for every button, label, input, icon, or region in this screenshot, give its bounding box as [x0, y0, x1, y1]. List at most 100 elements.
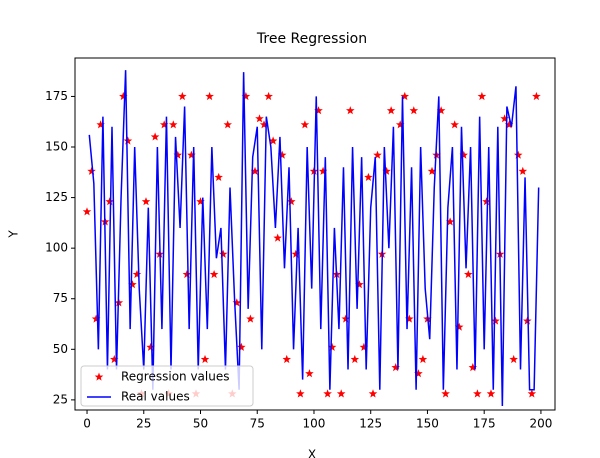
- star-point: [427, 166, 437, 175]
- star-point: [268, 136, 278, 145]
- star-point: [468, 363, 478, 372]
- star-point: [96, 120, 105, 129]
- star-point: [159, 120, 169, 129]
- real-line: [88, 70, 540, 406]
- star-point: [341, 314, 350, 323]
- star-point: [373, 150, 382, 159]
- star-point: [287, 197, 296, 206]
- star-point: [282, 354, 291, 364]
- star-point: [296, 389, 305, 398]
- star-point: [182, 270, 192, 279]
- y-tick-label: 175: [45, 89, 68, 103]
- star-point: [218, 249, 228, 258]
- star-point: [241, 91, 251, 101]
- star-point: [150, 132, 160, 141]
- star-point: [368, 389, 378, 398]
- star-point: [514, 150, 523, 159]
- x-axis-label: X: [308, 448, 316, 458]
- star-point: [509, 354, 518, 364]
- star-point: [482, 197, 491, 206]
- star-point: [391, 363, 400, 372]
- x-tick-label: 75: [250, 417, 265, 431]
- y-tick-label: 50: [53, 342, 68, 356]
- star-point: [400, 91, 409, 101]
- star-point: [300, 120, 310, 129]
- star-point: [350, 354, 360, 364]
- star-point: [459, 150, 468, 159]
- star-point: [128, 280, 137, 289]
- star-point: [355, 280, 364, 289]
- star-point: [436, 106, 446, 115]
- star-point: [532, 91, 541, 101]
- x-tick-label: 100: [303, 417, 326, 431]
- star-point: [445, 217, 455, 226]
- star-point: [523, 316, 532, 325]
- star-point: [409, 106, 419, 115]
- star-point: [382, 166, 391, 175]
- x-tick-label: 50: [193, 417, 208, 431]
- star-point: [264, 91, 273, 101]
- star-point: [132, 270, 142, 279]
- y-tick-label: 150: [45, 140, 68, 154]
- star-point: [359, 342, 369, 351]
- x-tick-label: 0: [83, 417, 91, 431]
- x-tick-label: 125: [359, 417, 382, 431]
- star-point: [386, 106, 396, 115]
- y-tick-label: 75: [53, 291, 68, 305]
- star-point: [200, 354, 210, 364]
- star-point: [500, 114, 509, 123]
- legend-label: Real values: [121, 390, 190, 404]
- star-point: [305, 369, 314, 378]
- star-point: [214, 172, 223, 181]
- star-point: [259, 120, 269, 129]
- y-tick-label: 25: [53, 392, 68, 406]
- star-point: [223, 120, 232, 129]
- star-point: [414, 369, 423, 378]
- star-point: [441, 389, 450, 398]
- star-point: [491, 316, 500, 325]
- star-point: [91, 314, 101, 323]
- star-point: [141, 197, 151, 206]
- x-tick-label: 200: [529, 417, 552, 431]
- star-point: [323, 389, 332, 398]
- star-point: [187, 150, 196, 159]
- star-point: [232, 298, 242, 307]
- star-point: [146, 342, 155, 351]
- chart-title: Tree Regression: [256, 31, 367, 47]
- legend-star: [94, 372, 104, 381]
- star-point: [418, 354, 428, 364]
- star-point: [327, 342, 337, 351]
- star-point: [169, 120, 178, 129]
- star-point: [255, 114, 264, 123]
- star-point: [318, 166, 328, 175]
- star-point: [314, 106, 323, 115]
- star-point: [486, 389, 496, 398]
- star-point: [119, 91, 128, 101]
- star-point: [518, 166, 528, 175]
- star-point: [395, 120, 405, 129]
- legend-label: Regression values: [121, 370, 229, 384]
- legend-box: [80, 365, 254, 407]
- star-point: [277, 150, 287, 159]
- star-point: [336, 389, 346, 398]
- y-tick-label: 100: [45, 241, 68, 255]
- star-point: [173, 150, 183, 159]
- star-point: [82, 207, 92, 216]
- x-tick-label: 25: [136, 417, 151, 431]
- star-point: [273, 233, 282, 242]
- star-point: [123, 136, 133, 145]
- star-point: [364, 172, 373, 181]
- star-point: [178, 91, 187, 101]
- star-point: [346, 106, 355, 115]
- star-point: [477, 91, 487, 101]
- star-point: [105, 197, 114, 206]
- plot-frame: [74, 57, 556, 411]
- star-point: [291, 249, 301, 258]
- star-point: [450, 120, 459, 129]
- star-point: [246, 314, 255, 323]
- star-point: [405, 314, 414, 323]
- star-point: [237, 342, 246, 351]
- star-point: [110, 354, 119, 364]
- star-point: [205, 91, 214, 101]
